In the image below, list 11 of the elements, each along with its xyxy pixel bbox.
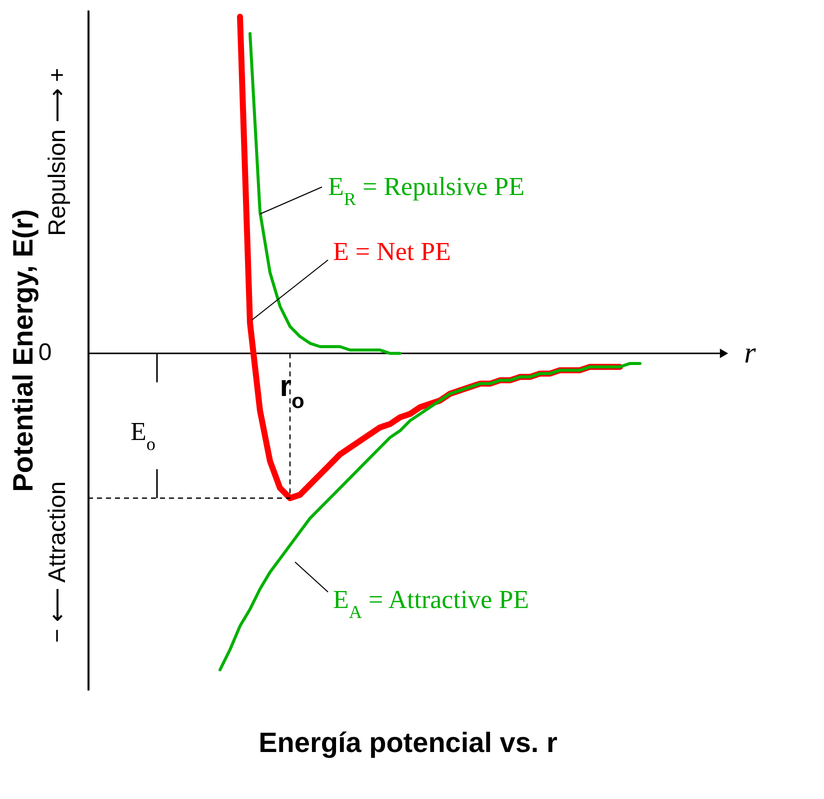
text: 0 (38, 339, 52, 366)
text: E$_{R}$ = Repulsive PE (328, 172, 525, 209)
annotation: r$_{o}$ (280, 370, 304, 412)
text: E$_{A}$ = Attractive PE (333, 585, 530, 622)
annotation: E$_{o}$ (130, 417, 156, 454)
text: − ⟵ Attraction (44, 481, 71, 643)
y-axis-title: Potential Energy, E(r) (8, 209, 38, 492)
text: Repulsion ⟶ + (44, 68, 71, 236)
text: Energía potencial vs. r (258, 727, 558, 758)
text: E = Net PE (333, 237, 451, 266)
x-axis-title: r (744, 336, 756, 370)
